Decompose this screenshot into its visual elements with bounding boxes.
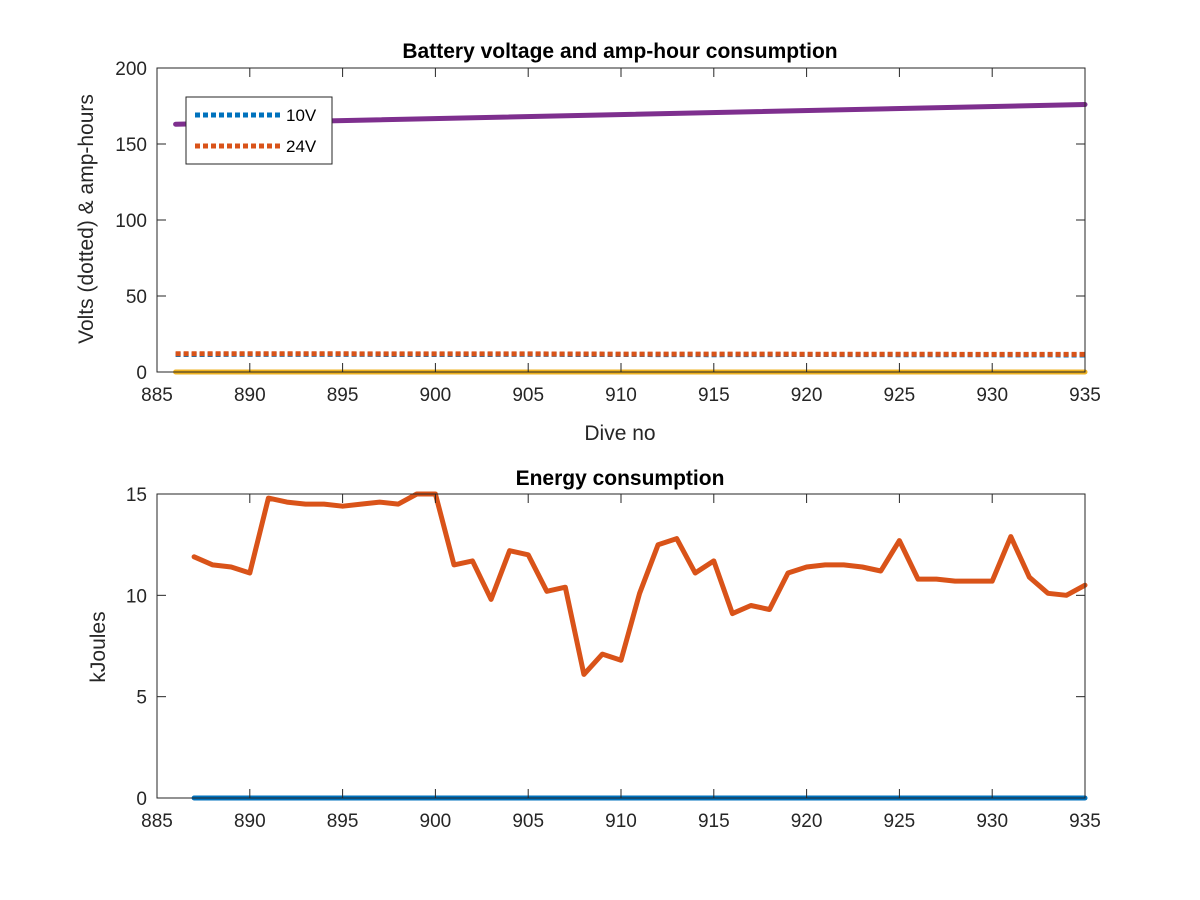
x-tick-label: 885 xyxy=(141,385,173,406)
x-tick-label: 925 xyxy=(884,811,916,832)
legend-label-24v: 24V xyxy=(286,137,317,156)
x-tick-label: 890 xyxy=(234,385,266,406)
energy-panel: Energy consumption kJoules 885 890 895 900 9… xyxy=(87,467,1101,832)
x-tick-label: 915 xyxy=(698,385,730,406)
x-tick-label: 905 xyxy=(512,811,544,832)
x-tick-label: 935 xyxy=(1069,385,1101,406)
x-tick-label: 895 xyxy=(327,385,359,406)
x-tick-label: 890 xyxy=(234,811,266,832)
x-tick-label: 885 xyxy=(141,811,173,832)
y-axis-label: kJoules xyxy=(87,611,110,682)
x-tick-label: 900 xyxy=(420,385,452,406)
y-tick-label: 200 xyxy=(115,59,147,80)
y-tick-label: 0 xyxy=(136,363,147,384)
y-tick-label: 15 xyxy=(126,485,147,506)
axes-box xyxy=(156,493,1086,799)
x-tick-label: 925 xyxy=(884,385,916,406)
x-tick-label: 900 xyxy=(420,811,452,832)
legend: 10V 24V xyxy=(185,96,333,165)
y-tick-label: 150 xyxy=(115,135,147,156)
plot-area xyxy=(191,491,1088,801)
x-tick-label: 920 xyxy=(791,811,823,832)
x-tick-label: 910 xyxy=(605,385,637,406)
y-tick-label: 50 xyxy=(126,287,147,308)
legend-box xyxy=(185,96,333,165)
x-tick-label: 905 xyxy=(512,385,544,406)
y-tick-label: 5 xyxy=(136,688,147,709)
y-axis-label: Volts (dotted) & amp-hours xyxy=(75,94,98,344)
x-tick-label: 930 xyxy=(976,811,1008,832)
panel-title: Battery voltage and amp-hour consumption xyxy=(402,40,837,63)
x-tick-label: 920 xyxy=(791,385,823,406)
x-axis-label: Dive no xyxy=(584,422,655,445)
x-tick-label: 910 xyxy=(605,811,637,832)
legend-label-10v: 10V xyxy=(286,106,317,125)
x-tick-label: 935 xyxy=(1069,811,1101,832)
panel-title: Energy consumption xyxy=(516,467,725,490)
y-tick-label: 10 xyxy=(126,586,147,607)
y-tick-label: 0 xyxy=(136,789,147,810)
x-tick-label: 915 xyxy=(698,811,730,832)
y-tick-label: 100 xyxy=(115,211,147,232)
x-tick-label: 930 xyxy=(976,385,1008,406)
series-line-series-1 xyxy=(191,491,1088,677)
battery-panel: Battery voltage and amp-hour consumption… xyxy=(75,40,1101,445)
series-line-24v xyxy=(175,351,1085,357)
x-tick-label: 895 xyxy=(327,811,359,832)
